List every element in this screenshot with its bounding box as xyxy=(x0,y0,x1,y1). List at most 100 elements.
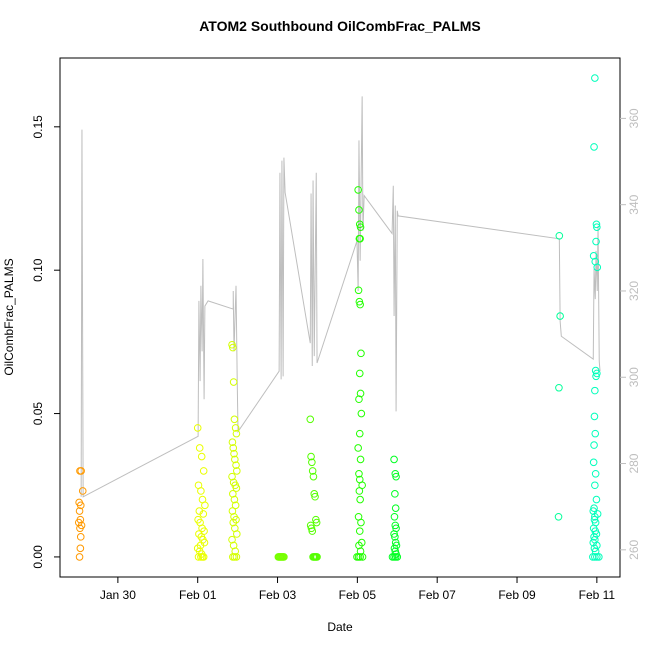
data-point xyxy=(193,424,202,432)
data-point xyxy=(308,458,316,467)
data-point xyxy=(308,527,317,535)
data-point xyxy=(76,501,85,510)
data-point xyxy=(592,495,601,504)
data-point xyxy=(195,444,204,452)
x-tick-label: Feb 01 xyxy=(179,588,217,602)
data-point xyxy=(232,429,241,438)
data-point xyxy=(589,252,598,260)
data-point xyxy=(554,512,563,521)
y-tick-label: 0.15 xyxy=(31,115,45,139)
data-point xyxy=(312,515,320,524)
data-point xyxy=(590,504,598,512)
data-point xyxy=(592,372,600,381)
x-tick-label: Jan 30 xyxy=(100,588,136,602)
data-point xyxy=(228,340,236,349)
x-tick-label: Feb 11 xyxy=(579,588,616,602)
data-point xyxy=(306,521,315,530)
data-point xyxy=(356,495,364,504)
data-point xyxy=(356,300,364,309)
data-point xyxy=(595,553,603,561)
data-point xyxy=(355,429,364,438)
data-point xyxy=(280,553,288,561)
data-point xyxy=(591,553,599,561)
x-tick-label: Feb 09 xyxy=(498,588,536,602)
data-point xyxy=(591,469,600,478)
data-point xyxy=(228,472,236,481)
data-point xyxy=(555,231,564,240)
data-point xyxy=(229,343,237,352)
data-point xyxy=(228,535,236,544)
x-tick-label: Feb 07 xyxy=(419,588,457,602)
data-point xyxy=(390,512,399,521)
data-point xyxy=(233,530,241,538)
data-point xyxy=(230,495,239,504)
data-point xyxy=(231,424,240,432)
data-point xyxy=(356,389,365,398)
data-point xyxy=(232,461,240,469)
data-point xyxy=(306,415,315,424)
data-point xyxy=(591,512,599,521)
data-point xyxy=(229,490,237,498)
data-point xyxy=(229,378,238,386)
data-point xyxy=(358,553,367,561)
data-point xyxy=(356,223,365,231)
data-point xyxy=(390,455,398,464)
data-point xyxy=(307,524,316,533)
data-point xyxy=(75,507,84,515)
data-point xyxy=(589,553,597,561)
data-point xyxy=(355,487,364,495)
data-point xyxy=(591,429,600,438)
data-point xyxy=(391,469,400,478)
x-axis-label: Date xyxy=(327,620,353,634)
data-point xyxy=(194,553,203,561)
x-tick-label: Feb 05 xyxy=(339,588,377,602)
data-point xyxy=(76,467,84,475)
data-point xyxy=(75,553,84,561)
data-point xyxy=(593,263,602,272)
y2-tick-label: 320 xyxy=(627,281,641,301)
data-point xyxy=(591,386,599,395)
data-point xyxy=(590,143,598,151)
y-tick-label: 0.05 xyxy=(31,402,45,426)
data-point xyxy=(593,223,601,231)
data-point xyxy=(310,490,319,498)
data-point xyxy=(593,553,601,561)
data-point xyxy=(313,553,321,561)
data-point xyxy=(356,455,365,464)
y2-tick-label: 300 xyxy=(627,367,641,387)
data-point xyxy=(391,533,399,541)
data-point xyxy=(199,467,208,475)
data-point xyxy=(76,524,84,533)
data-point xyxy=(356,234,364,243)
data-point xyxy=(555,383,563,392)
data-point xyxy=(391,490,399,498)
data-point xyxy=(354,444,362,452)
y2-tick-label: 360 xyxy=(627,108,641,128)
data-point xyxy=(307,452,315,461)
data-point xyxy=(312,518,321,527)
data-point xyxy=(355,527,364,535)
data-point xyxy=(197,487,205,495)
data-point xyxy=(308,467,317,475)
plot-frame xyxy=(59,57,621,578)
data-point xyxy=(355,469,363,478)
data-point xyxy=(391,521,400,530)
data-point xyxy=(201,501,209,510)
data-point xyxy=(76,544,85,553)
y-tick-label: 0.10 xyxy=(31,258,45,282)
data-point xyxy=(197,452,206,461)
data-point xyxy=(393,553,402,561)
data-point xyxy=(230,553,239,561)
data-point xyxy=(229,541,238,550)
data-point xyxy=(390,530,398,538)
data-point xyxy=(590,533,598,541)
data-point xyxy=(556,312,564,320)
data-point xyxy=(591,74,599,82)
data-point xyxy=(390,544,399,553)
data-point xyxy=(593,369,601,378)
data-point xyxy=(232,553,241,561)
data-point xyxy=(589,458,598,467)
data-point xyxy=(229,444,238,452)
data-point xyxy=(355,369,364,378)
